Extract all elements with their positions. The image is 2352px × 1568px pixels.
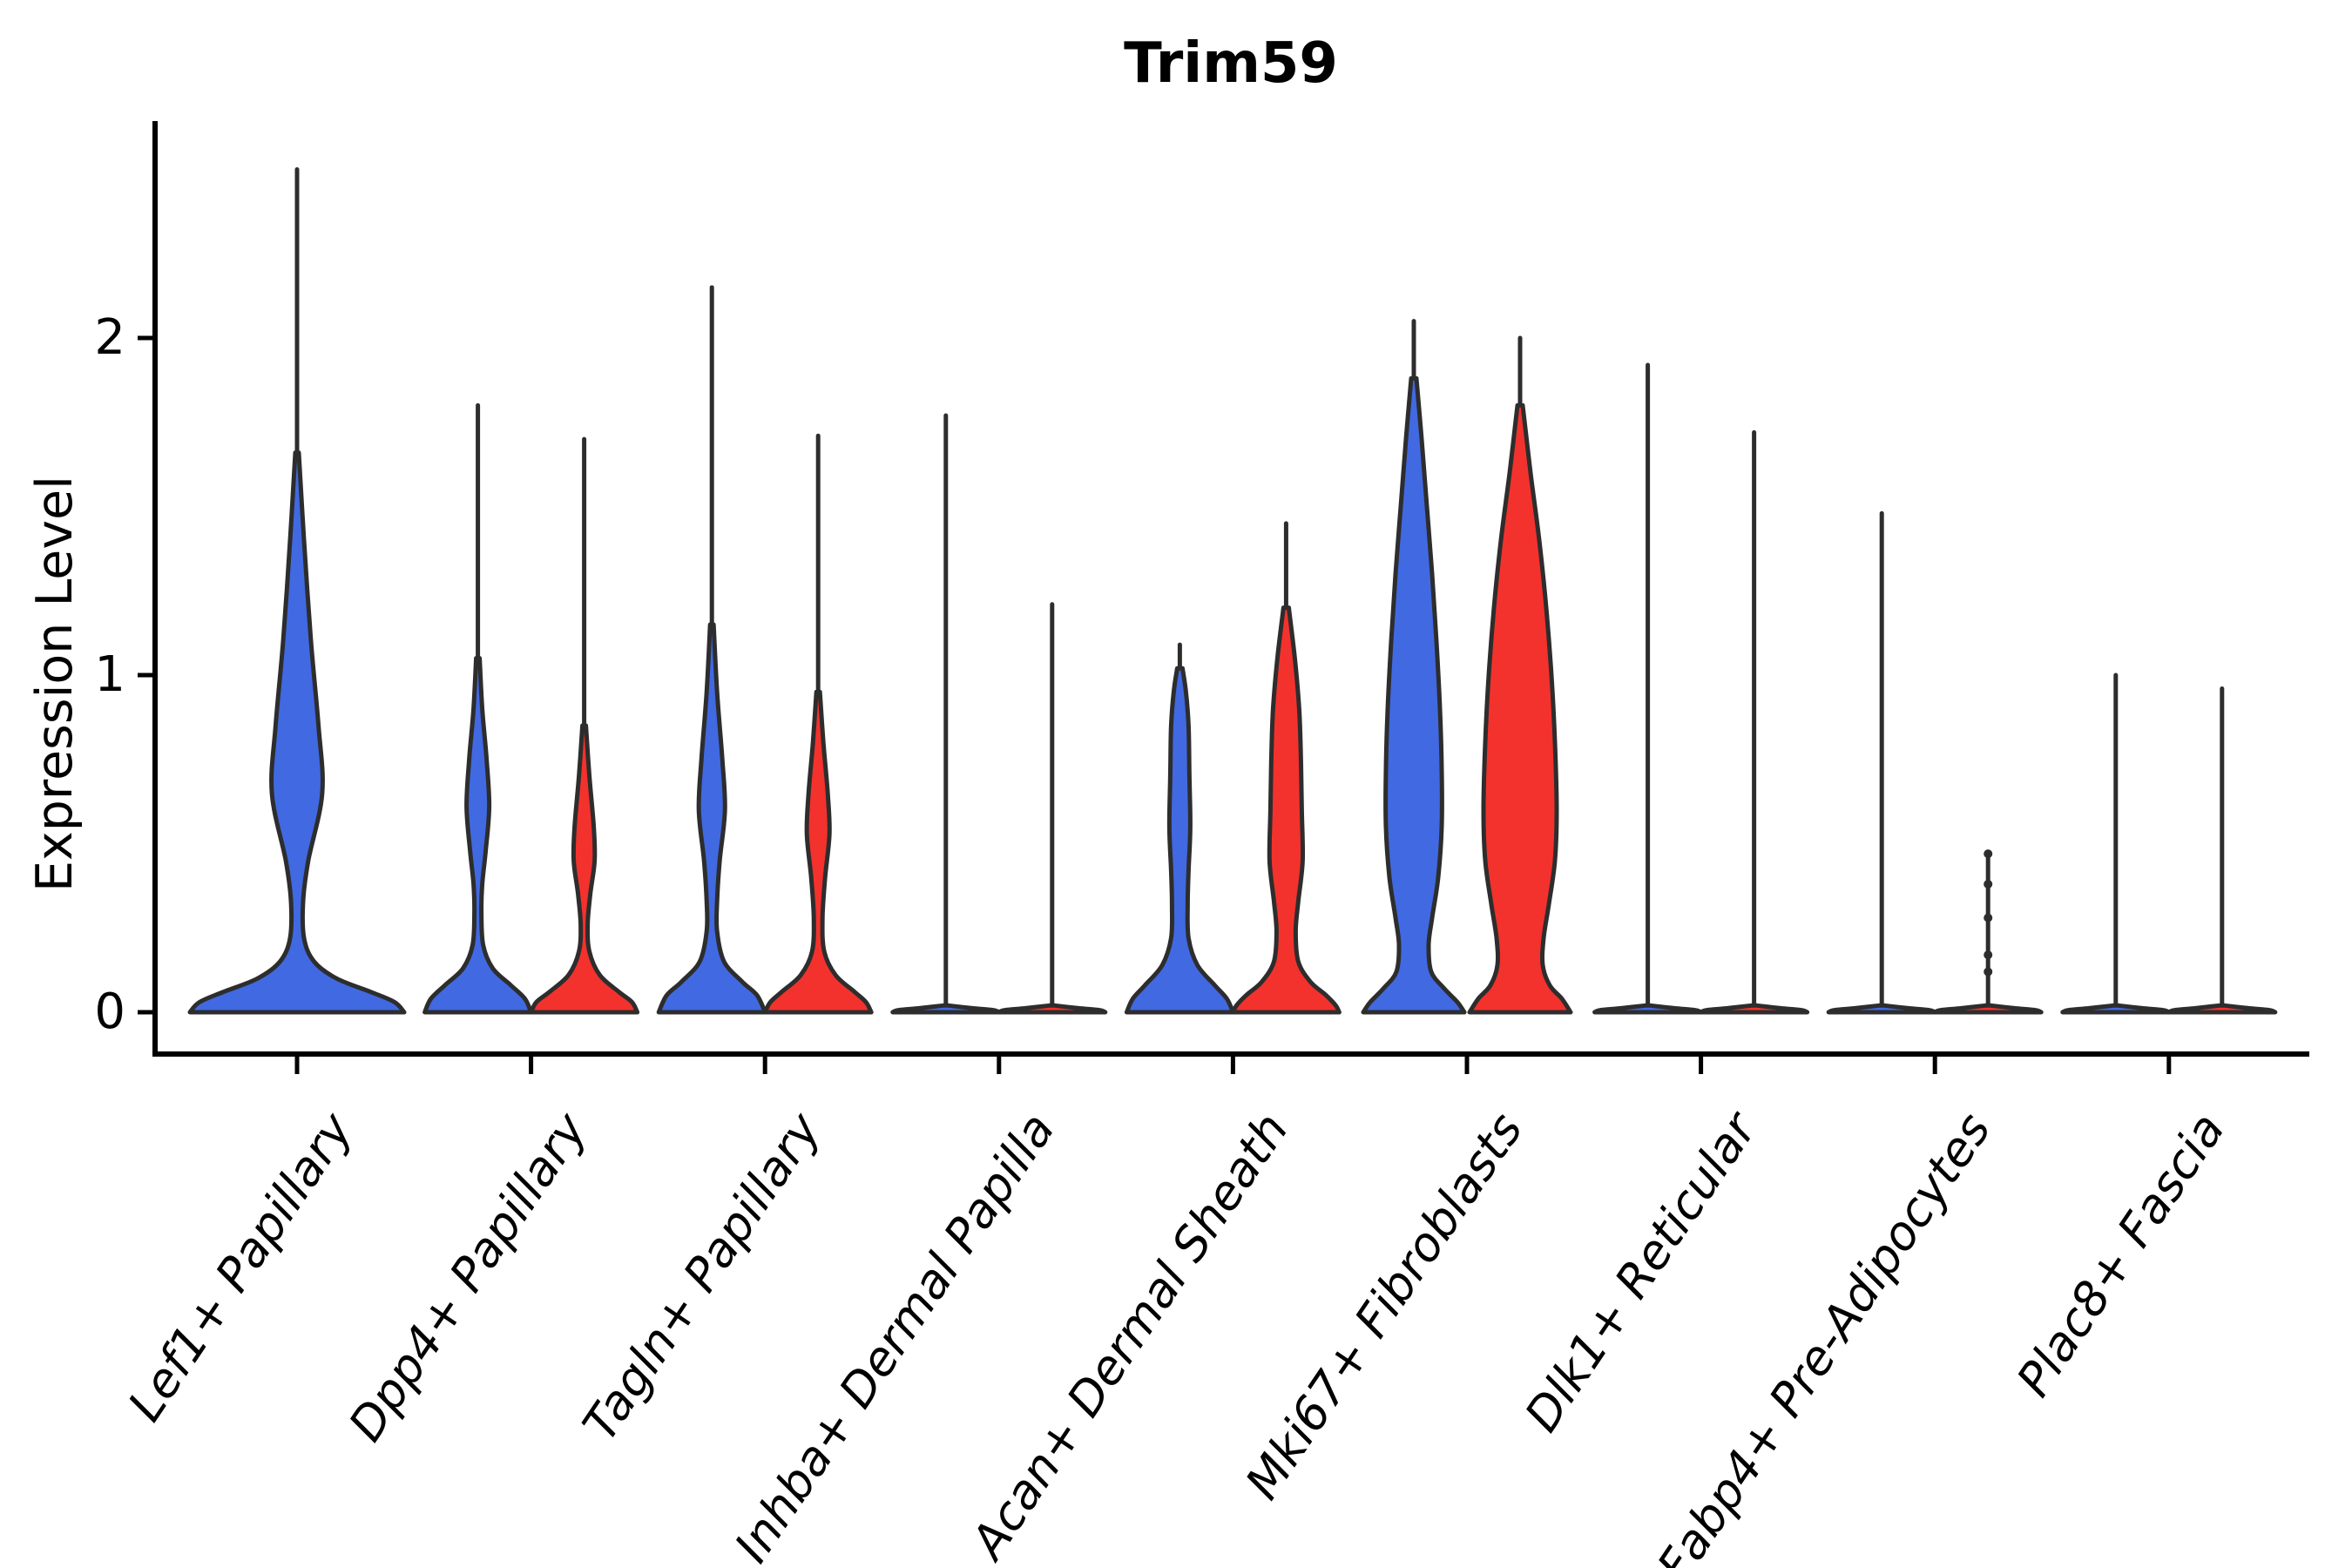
jitter-point — [1984, 967, 1993, 977]
violin-3-red — [997, 1003, 1108, 1015]
violin-7-blue — [1826, 1003, 1937, 1015]
violin-2-blue — [656, 622, 767, 1015]
violin-0-blue — [187, 450, 407, 1015]
violin-2-red — [762, 689, 874, 1015]
y-tick-label-0: 0 — [94, 983, 125, 1040]
violin-1-blue — [422, 656, 534, 1015]
y-tick-label-2: 2 — [94, 309, 125, 366]
violin-4-blue — [1124, 666, 1235, 1015]
violin-5-blue — [1361, 375, 1467, 1015]
jitter-point — [1984, 913, 1993, 923]
chart-title: Trim59 — [1124, 31, 1338, 96]
violin-8-blue — [2060, 1003, 2172, 1015]
violin-3-blue — [890, 1003, 1002, 1015]
violin-1-red — [529, 723, 640, 1015]
jitter-point — [1984, 950, 1993, 960]
violin-7-red — [1932, 1003, 2044, 1015]
violin-6-red — [1699, 1003, 1810, 1015]
violin-5-red — [1467, 402, 1573, 1015]
y-tick-label-1: 1 — [94, 646, 125, 703]
violin-6-blue — [1592, 1003, 1704, 1015]
y-axis-label: Expression Level — [26, 476, 84, 892]
violin-8-red — [2166, 1003, 2278, 1015]
jitter-point — [1984, 849, 1993, 859]
violin-4-red — [1230, 605, 1342, 1015]
jitter-point — [1984, 879, 1993, 889]
